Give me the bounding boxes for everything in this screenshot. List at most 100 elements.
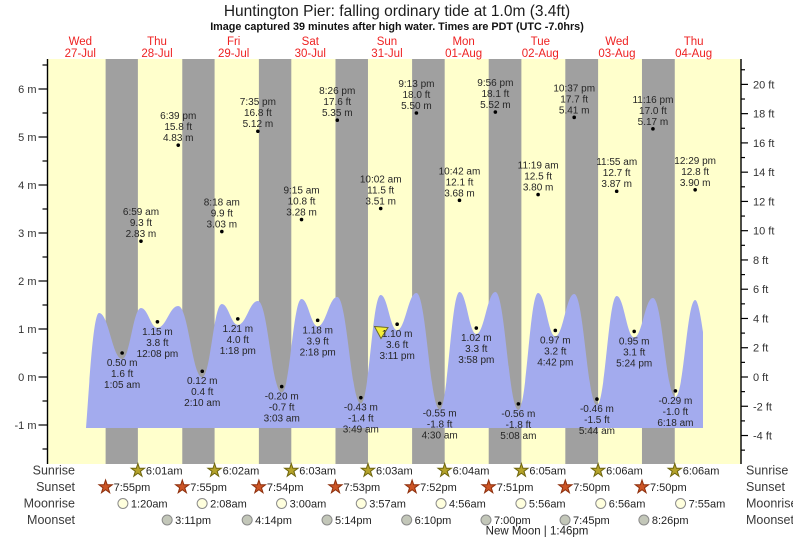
sunrise-star-icon bbox=[589, 461, 607, 478]
tide-curve-area bbox=[86, 292, 703, 428]
right-axis-tick-label: -2 ft bbox=[753, 401, 772, 413]
tide-point-dot bbox=[632, 329, 636, 334]
tide-point-dot bbox=[437, 401, 442, 406]
sunset-star-icon bbox=[633, 478, 651, 495]
sunset-star-icon bbox=[250, 478, 267, 494]
tide-point-dot bbox=[335, 118, 340, 122]
sunset-star-icon bbox=[480, 478, 497, 494]
sunset-row-label-right: Sunset bbox=[746, 480, 785, 494]
tide-annotation-line: 12.1 ft bbox=[446, 177, 474, 188]
tide-point-dot bbox=[474, 326, 479, 330]
right-axis-tick-label: 4 ft bbox=[753, 313, 768, 325]
sunset-time: 7:52pm bbox=[420, 482, 457, 494]
sunset-time: 7:50pm bbox=[650, 482, 687, 494]
moonrise-circle-icon bbox=[515, 498, 527, 509]
left-axis-tick-label: -1 m bbox=[15, 420, 37, 432]
tide-point-dot bbox=[155, 320, 160, 324]
tide-annotation-line: 3.6 ft bbox=[386, 340, 408, 351]
tide-annotation-line: 0.12 m bbox=[187, 376, 218, 387]
tide-point-dot bbox=[457, 198, 462, 203]
sunset-time: 7:54pm bbox=[267, 482, 304, 494]
right-axis-tick-label: 12 ft bbox=[753, 196, 774, 208]
day-label-date: 31-Jul bbox=[371, 48, 402, 60]
day-label-date: 30-Jul bbox=[295, 48, 326, 60]
tide-point-dot bbox=[120, 351, 124, 355]
tide-annotation-line: 1.10 m bbox=[382, 329, 413, 340]
day-label-date: 02-Aug bbox=[522, 48, 559, 60]
day-label-weekday: Sat bbox=[302, 36, 320, 48]
tide-annotation-line: 4.0 ft bbox=[227, 335, 249, 346]
tide-annotation-line: 2.83 m bbox=[126, 229, 157, 240]
tide-point-dot bbox=[536, 192, 540, 197]
moonrise-circle-icon bbox=[435, 498, 447, 509]
tide-annotation-line: -1.5 ft bbox=[584, 415, 610, 426]
moonset-time: 6:10pm bbox=[415, 515, 452, 527]
day-label-weekday: Sun bbox=[377, 36, 397, 48]
sunset-event: 7:51pm bbox=[480, 478, 533, 494]
sunset-star-icon bbox=[327, 478, 344, 494]
tide-annotation-line: 5.17 m bbox=[638, 117, 669, 128]
tide-annotation-line: 11:16 pm bbox=[632, 95, 673, 106]
sunrise-event: 6:01am bbox=[129, 461, 183, 478]
right-axis-tick-label: 10 ft bbox=[753, 226, 774, 238]
low-tide-annotation: -0.55 m-1.8 ft4:30 am bbox=[422, 401, 458, 441]
tide-annotation-line: 8:26 pm bbox=[319, 86, 355, 97]
tide-annotation-line: 5.41 m bbox=[559, 105, 590, 116]
tide-point-dot bbox=[516, 402, 521, 406]
tide-annotation-line: -1.8 ft bbox=[427, 419, 453, 430]
sunrise-event: 6:03am bbox=[283, 461, 336, 478]
moonrise-circle-icon bbox=[595, 498, 607, 509]
day-label-weekday: Wed bbox=[605, 36, 628, 48]
tide-point-dot bbox=[176, 143, 181, 147]
low-tide-annotation: 0.50 m1.6 ft1:05 am bbox=[104, 351, 140, 391]
sunset-event: 7:50pm bbox=[633, 478, 687, 495]
moonrise-circle-icon bbox=[117, 498, 129, 509]
tide-annotation-line: 3.8 ft bbox=[146, 338, 168, 349]
tide-annotation-line: 7:35 pm bbox=[240, 97, 276, 108]
sunrise-time: 6:06am bbox=[683, 466, 720, 478]
right-axis-tick-label: 18 ft bbox=[753, 109, 774, 121]
moonset-event: 7:45pm bbox=[559, 514, 610, 527]
sunset-star-icon bbox=[557, 478, 574, 494]
left-axis-tick-label: 0 m bbox=[18, 372, 36, 384]
moonset-time: 5:14pm bbox=[335, 515, 372, 527]
sunset-event: 7:53pm bbox=[327, 478, 380, 494]
tide-point-dot bbox=[236, 317, 240, 321]
tide-point-dot bbox=[595, 397, 599, 401]
sunrise-event: 6:06am bbox=[666, 461, 720, 478]
moonrise-event: 2:08am bbox=[196, 498, 247, 511]
low-tide-annotation: 0.97 m3.2 ft4:42 pm bbox=[537, 328, 573, 368]
moonset-event: 6:10pm bbox=[401, 514, 452, 527]
sunset-time: 7:53pm bbox=[343, 482, 380, 494]
moonrise-row-label-left: Moonrise bbox=[24, 497, 75, 511]
tide-annotation-line: -0.46 m bbox=[580, 404, 614, 415]
moonset-circle-icon bbox=[559, 514, 571, 526]
tide-annotation-line: -0.56 m bbox=[501, 409, 535, 420]
moonrise-row-label-right: Moonrise bbox=[746, 497, 793, 511]
tide-point-dot bbox=[572, 115, 577, 120]
tide-annotation-line: 18.1 ft bbox=[481, 89, 509, 100]
low-tide-annotation: -0.46 m-1.5 ft5:44 am bbox=[579, 397, 615, 437]
tide-annotation-line: 4.83 m bbox=[163, 133, 194, 144]
left-axis-tick-label: 5 m bbox=[18, 132, 36, 144]
low-tide-annotation: -0.29 m-1.0 ft6:18 am bbox=[657, 389, 693, 429]
tide-annotation-line: 5:24 pm bbox=[616, 358, 652, 369]
sunrise-row-label-right: Sunrise bbox=[746, 464, 788, 478]
tide-annotation-line: 0.97 m bbox=[540, 335, 571, 346]
sunrise-star-icon bbox=[206, 461, 223, 478]
sunset-star-icon bbox=[403, 478, 421, 494]
day-labels-layer: Wed27-JulThu28-JulFri29-JulSat30-JulSun3… bbox=[65, 36, 712, 60]
low-tide-annotation: 1.02 m3.3 ft3:58 pm bbox=[458, 326, 494, 366]
right-axis-tick-label: 16 ft bbox=[753, 138, 774, 150]
tide-annotation-line: 2:10 am bbox=[184, 398, 220, 409]
tide-annotation-line: 3.9 ft bbox=[307, 336, 329, 347]
tide-annotation-line: 3:58 pm bbox=[458, 355, 494, 366]
moonrise-time: 1:20am bbox=[131, 499, 168, 511]
sunrise-time: 6:02am bbox=[223, 466, 260, 478]
tide-point-dot bbox=[693, 188, 697, 192]
sunrise-time: 6:06am bbox=[606, 466, 643, 478]
